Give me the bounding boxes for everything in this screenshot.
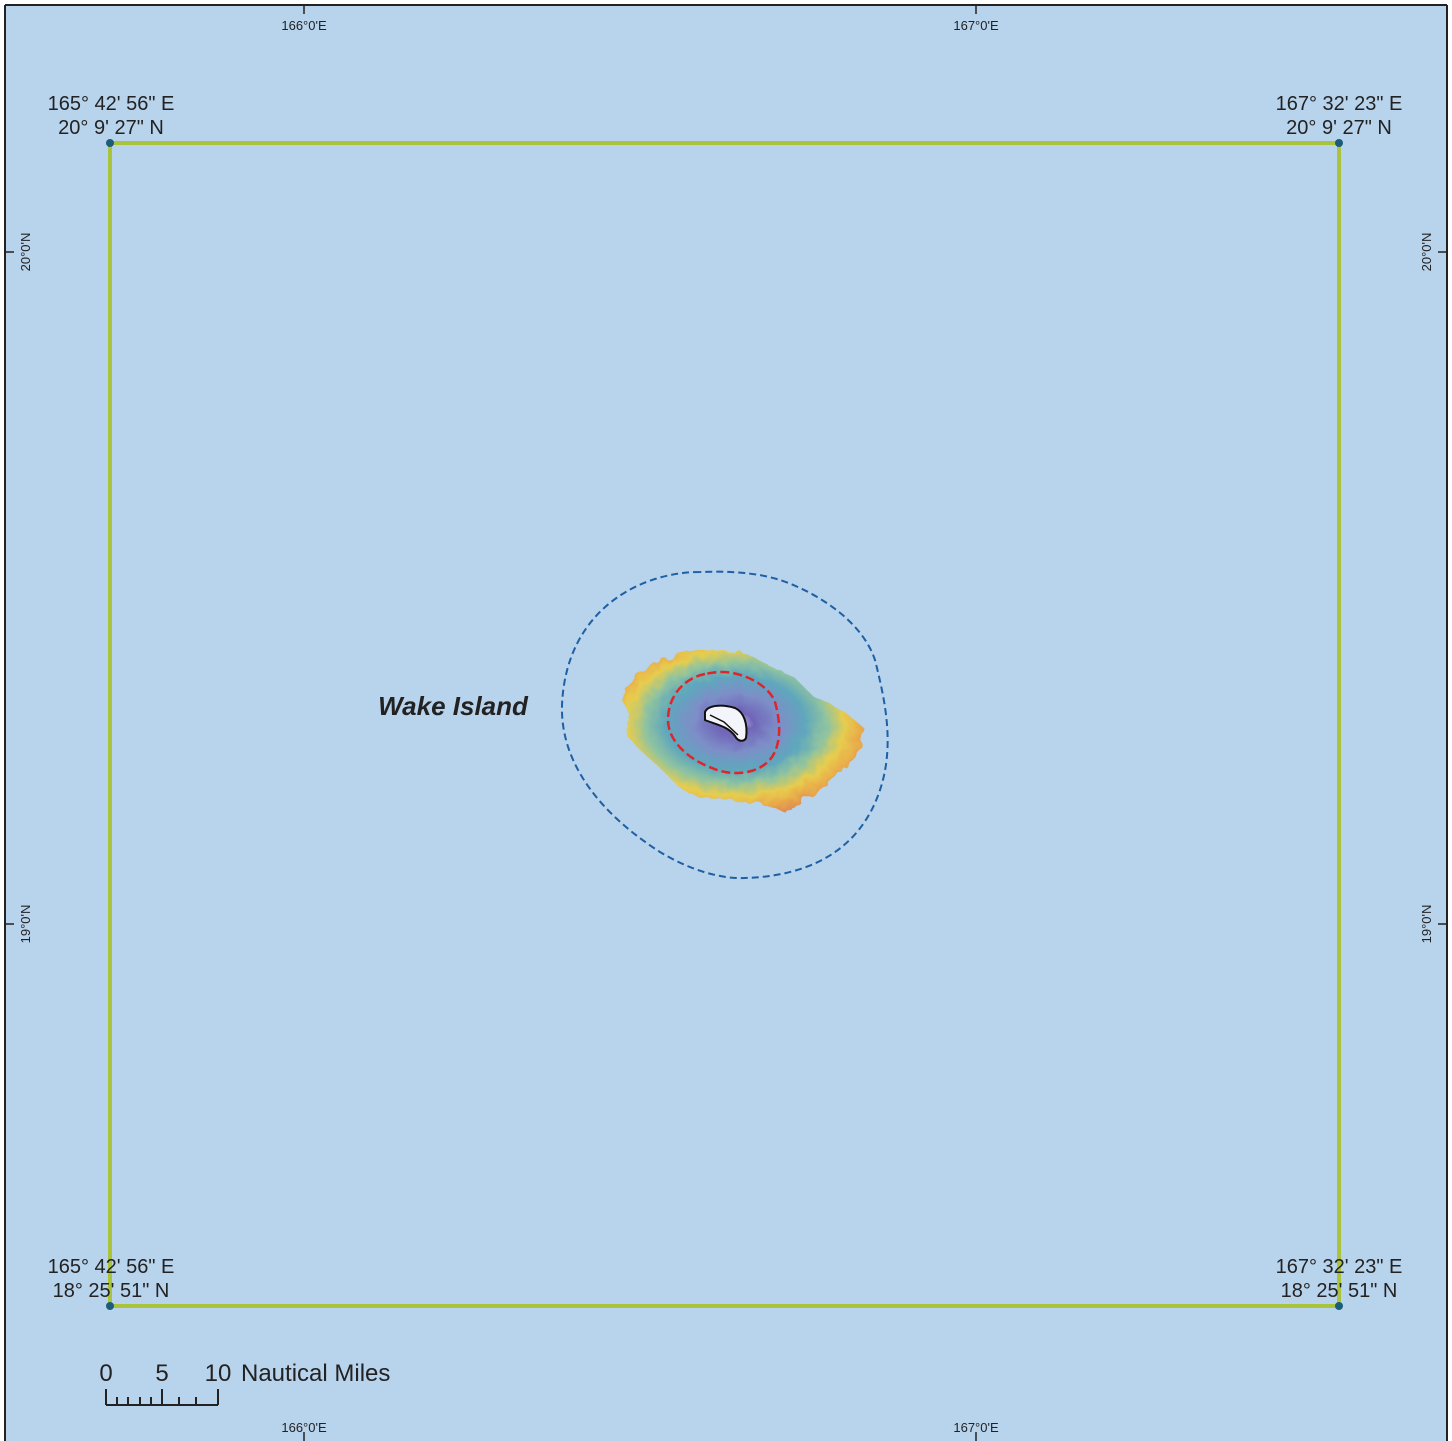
- place-label-wake-island: Wake Island: [378, 691, 529, 721]
- corner-label-bottom-left-lat: 18° 25' 51" N: [53, 1280, 170, 1302]
- scale-bar: 0 5 10 Nautical Miles: [99, 1360, 390, 1406]
- scale-bar-unit: Nautical Miles: [241, 1360, 390, 1387]
- corner-point-top-right: [1335, 139, 1343, 147]
- corner-point-bottom-right: [1335, 1302, 1343, 1310]
- scale-bar-label-0: 0: [99, 1360, 112, 1387]
- left-lat-tick-20: 20°0'N: [18, 233, 33, 272]
- graticule-ticks: [5, 5, 1447, 1441]
- scale-bar-label-5: 5: [155, 1360, 168, 1387]
- scale-bar-label-10: 10: [205, 1360, 232, 1387]
- bottom-lon-tick-167: 167°0'E: [953, 1420, 999, 1435]
- wake-island-atoll: [704, 704, 748, 742]
- corner-label-top-left-lat: 20° 9' 27" N: [58, 117, 164, 139]
- corner-label-bottom-left-lon: 165° 42' 56" E: [48, 1256, 175, 1278]
- corner-label-bottom-right-lon: 167° 32' 23" E: [1276, 1256, 1403, 1278]
- right-lat-tick-19: 19°0'N: [1419, 905, 1434, 944]
- right-lat-tick-20: 20°0'N: [1419, 233, 1434, 272]
- left-lat-tick-19: 19°0'N: [18, 905, 33, 944]
- outer-dashed-boundary: [560, 570, 889, 880]
- top-lon-tick-166: 166°0'E: [281, 18, 327, 33]
- inner-dashed-boundary: [666, 670, 781, 775]
- top-lon-tick-167: 167°0'E: [953, 18, 999, 33]
- study-area-boundary: [108, 141, 1341, 1308]
- corner-point-top-left: [106, 139, 114, 147]
- corner-label-top-right-lon: 167° 32' 23" E: [1276, 93, 1403, 115]
- corner-label-bottom-right-lat: 18° 25' 51" N: [1281, 1280, 1398, 1302]
- bottom-lon-tick-166: 166°0'E: [281, 1420, 327, 1435]
- corner-point-bottom-left: [106, 1302, 114, 1310]
- corner-label-top-right-lat: 20° 9' 27" N: [1286, 117, 1392, 139]
- corner-label-top-left-lon: 165° 42' 56" E: [48, 93, 175, 115]
